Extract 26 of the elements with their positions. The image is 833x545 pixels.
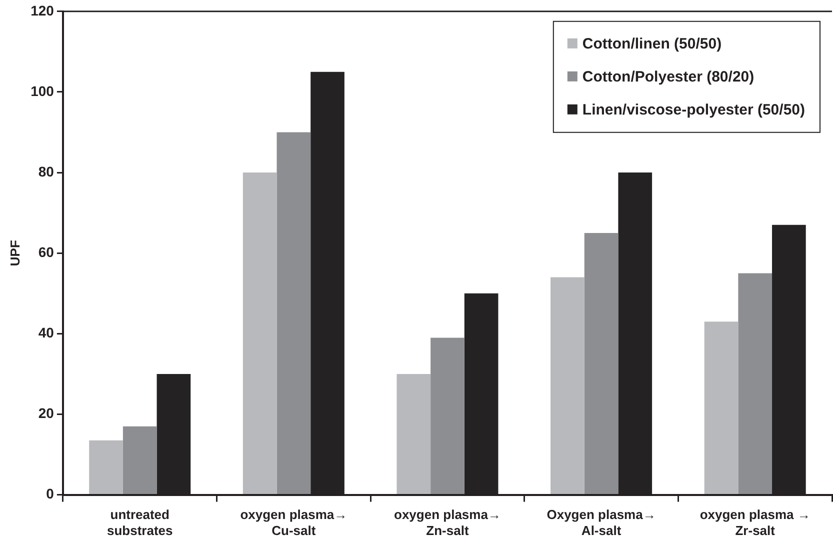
bar <box>584 232 618 494</box>
legend-label: Cotton/linen (50/50) <box>582 36 722 53</box>
y-tick-label: 100 <box>30 82 54 99</box>
y-axis-title: UPF <box>7 240 22 266</box>
y-tick-label: 20 <box>38 405 54 422</box>
bar <box>276 132 311 494</box>
x-tick-label: oxygen plasma→ Zn-salt <box>394 507 501 538</box>
bar <box>738 273 772 494</box>
bar <box>396 374 431 494</box>
x-tick-label: untreated substrates <box>106 507 173 538</box>
y-tick-label: 80 <box>38 163 54 180</box>
y-tick-label: 120 <box>30 2 54 18</box>
y-tick-label: 0 <box>46 486 54 502</box>
y-tick-label: 40 <box>38 324 54 341</box>
y-tick-label: 60 <box>38 244 54 260</box>
x-tick-label: oxygen plasma→ Cu-salt <box>240 507 348 538</box>
legend-label: Linen/viscose-polyester (50/50) <box>582 102 806 119</box>
bar <box>550 277 584 494</box>
x-tick-label: oxygen plasma → Zr-salt <box>700 507 810 538</box>
bar <box>704 322 738 494</box>
bar <box>242 172 277 494</box>
legend-label: Cotton/Polyester (80/20) <box>582 68 754 86</box>
bar <box>122 426 157 494</box>
bar <box>430 338 464 494</box>
bar <box>89 440 123 494</box>
x-tick-label: Oxygen plasma→ Al-salt <box>546 507 656 538</box>
